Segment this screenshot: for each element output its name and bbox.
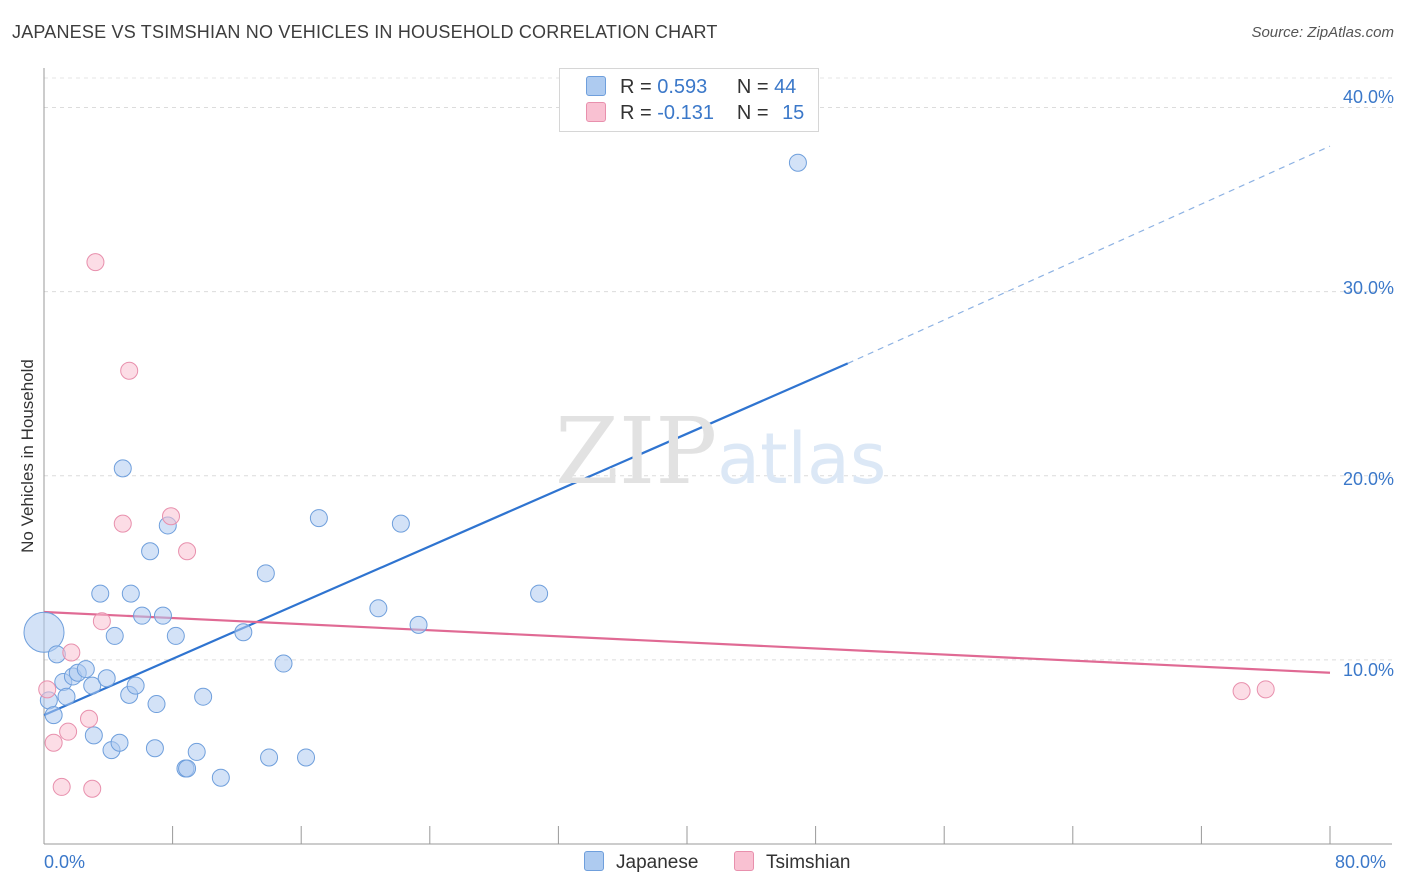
japanese-point-41 [530, 584, 549, 603]
tsimshian-point-5 [80, 709, 99, 728]
watermark-atlas: atlas [717, 418, 887, 500]
tsimshian-n-label: N = [736, 102, 769, 124]
japanese-point-19 [126, 676, 145, 695]
japanese-point-23 [147, 695, 166, 714]
tsimshian-point-2 [52, 777, 71, 796]
japanese-point-37 [309, 509, 328, 528]
japanese-point-39 [391, 514, 410, 533]
japanese-point-10 [84, 726, 103, 745]
japanese-point-42 [788, 153, 807, 172]
y-tick-label-40: 40.0% [1342, 87, 1394, 107]
tsimshian-point-3 [59, 722, 78, 741]
tsimshian-point-6 [83, 779, 102, 798]
watermark-zip: ZIP [555, 398, 718, 505]
bottom-japanese-swatch [584, 851, 604, 871]
gridlines [44, 77, 1392, 661]
x-tick-label-min: 0.0% [44, 852, 86, 872]
japanese-point-21 [141, 542, 160, 561]
japanese-point-33 [256, 564, 275, 583]
tsimshian-point-4 [62, 643, 81, 662]
japanese-n-value: 44 [774, 76, 797, 98]
japanese-point-35 [274, 654, 293, 673]
japanese-n-label: N = [736, 76, 769, 98]
bottom-japanese-label: Japanese [616, 852, 699, 873]
japanese-point-29 [187, 742, 206, 761]
japanese-point-15 [110, 733, 129, 752]
japanese-point-18 [121, 584, 140, 603]
japanese-point-12 [97, 669, 116, 688]
tsimshian-point-0 [38, 680, 57, 699]
japanese-r-label: R = [620, 76, 652, 98]
japanese-point-11 [91, 584, 110, 603]
tsimshian-point-11 [161, 507, 180, 526]
tsimshian-n-value: 15 [782, 102, 805, 124]
tsimshian-point-10 [120, 361, 139, 380]
tsimshian-point-7 [86, 253, 105, 272]
bottom-tsimshian-label: Tsimshian [766, 852, 851, 873]
tsimshian-point-12 [178, 542, 197, 561]
japanese-point-24 [153, 606, 172, 625]
japanese-r-value: 0.593 [657, 76, 708, 98]
x-tick-label-max: 80.0% [1335, 852, 1387, 872]
tsimshian-trend-line [43, 610, 1331, 674]
legend-row-japanese: R = 0.593 N = 44 [586, 76, 796, 100]
tsimshian-point-13 [1232, 682, 1251, 701]
y-tick-label-20: 20.0% [1342, 469, 1394, 489]
tsimshian-r-label: R = [620, 102, 652, 124]
tsimshian-point-1 [44, 733, 63, 752]
tsimshian-r-value: -0.131 [657, 102, 714, 124]
japanese-point-20 [133, 606, 152, 625]
japanese-point-40 [409, 615, 428, 634]
y-tick-label-30: 30.0% [1342, 278, 1394, 298]
japanese-point-22 [145, 739, 164, 758]
data-points [23, 153, 1275, 798]
tsimshian-point-9 [113, 514, 132, 533]
bottom-tsimshian-swatch [734, 851, 754, 871]
japanese-point-8 [76, 660, 95, 679]
japanese-point-28 [178, 759, 197, 778]
japanese-swatch [586, 76, 606, 96]
japanese-point-26 [166, 626, 185, 645]
tsimshian-swatch [586, 102, 606, 122]
japanese-point-31 [211, 768, 230, 787]
japanese-point-0 [23, 611, 65, 653]
source-credit: Source: ZipAtlas.com [1251, 24, 1394, 41]
japanese-point-32 [234, 623, 253, 642]
trend-lines [43, 145, 1331, 717]
bottom-legend-japanese: Japanese [584, 851, 698, 874]
y-axis-label: No Vehicles in Household [18, 359, 37, 553]
japanese-point-16 [113, 459, 132, 478]
japanese-point-5 [57, 687, 76, 706]
japanese-point-36 [297, 748, 316, 767]
tsimshian-point-8 [92, 612, 111, 631]
japanese-point-9 [83, 676, 102, 695]
watermark: ZIPatlas [555, 398, 886, 505]
japanese-point-34 [260, 748, 279, 767]
chart-title: JAPANESE VS TSIMSHIAN NO VEHICLES IN HOU… [12, 22, 718, 42]
tsimshian-point-14 [1256, 680, 1275, 699]
y-tick-label-10: 10.0% [1342, 660, 1394, 680]
japanese-trend-extension [847, 145, 1331, 364]
japanese-point-38 [369, 599, 388, 618]
japanese-point-14 [105, 626, 124, 645]
japanese-point-30 [194, 687, 213, 706]
legend-row-tsimshian: R = -0.131 N = 15 [586, 102, 804, 126]
bottom-legend-tsimshian: Tsimshian [734, 851, 850, 874]
correlation-legend: R = 0.593 N = 44 R = -0.131 N = 15 [559, 68, 819, 132]
japanese-point-2 [44, 706, 63, 725]
japanese-trend-line [43, 362, 849, 717]
